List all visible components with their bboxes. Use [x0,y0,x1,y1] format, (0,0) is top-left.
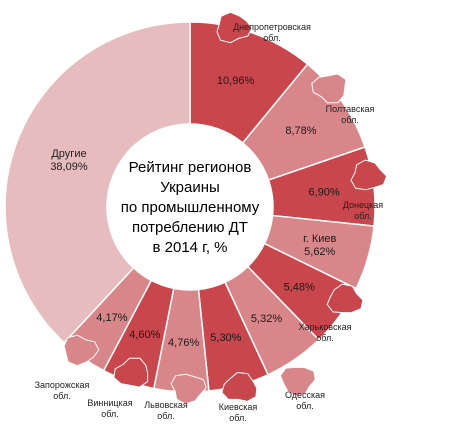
slice-value-label: 5,32% [251,313,282,325]
slice-value-label: 10,96% [217,75,255,87]
region-name-label: Одесская обл. [285,390,325,411]
region-map-shape [170,373,207,405]
chart-title-line-4: потреблению ДТ [132,219,248,236]
region-maps [63,11,388,405]
slice-value-label: 4,17% [96,312,127,324]
region-map-shape [221,371,258,402]
chart-title-line-1: Рейтинг регионов [129,159,252,176]
slice-value-label: 6,90% [309,187,340,199]
region-map-shape [279,366,316,397]
pie-slices [4,21,376,393]
region-map-shape [311,73,347,104]
slice-labels: 10,96% 8,78% 6,90% г. Киев 5,62% 5,48% 5,32% 5,… [50,75,340,349]
slice-value-label: г. Киев 5,62% [303,233,336,258]
center-hole [107,124,273,290]
region-name-label: Харьковская обл. [299,322,352,343]
chart-title-line-3: по промышленному [121,199,260,216]
region-map-shape [113,357,149,388]
region-name-label: Днепропетровская обл. [233,22,311,43]
region-name-label: Полтавская обл. [326,104,375,125]
region-labels: Днепропетровская обл. Полтавская обл. Донецк… [35,22,384,423]
slice-value-label: Другие 38,09% [50,148,88,173]
region-name-label: Запорожская обл. [35,380,90,401]
slice-value-label: 4,60% [129,329,160,341]
region-name-label: Киевская обл. [219,402,258,423]
region-map-shape [63,334,100,367]
chart-title-line-2: Украины [160,179,220,196]
slice-value-label: 4,76% [168,337,199,349]
region-name-label: Донецкая обл. [343,200,383,221]
region-name-label: Винницкая обл. [87,398,132,419]
chart-title-line-5: в 2014 г, % [153,239,228,256]
region-map-shape [350,159,388,191]
region-name-label: Львовская обл. [144,400,188,421]
slice-value-label: 5,30% [210,332,241,344]
region-map-shape [326,283,364,314]
slice-value-label: 8,78% [285,125,316,137]
region-map-shape [216,11,253,44]
slice-value-label: 5,48% [284,281,315,293]
